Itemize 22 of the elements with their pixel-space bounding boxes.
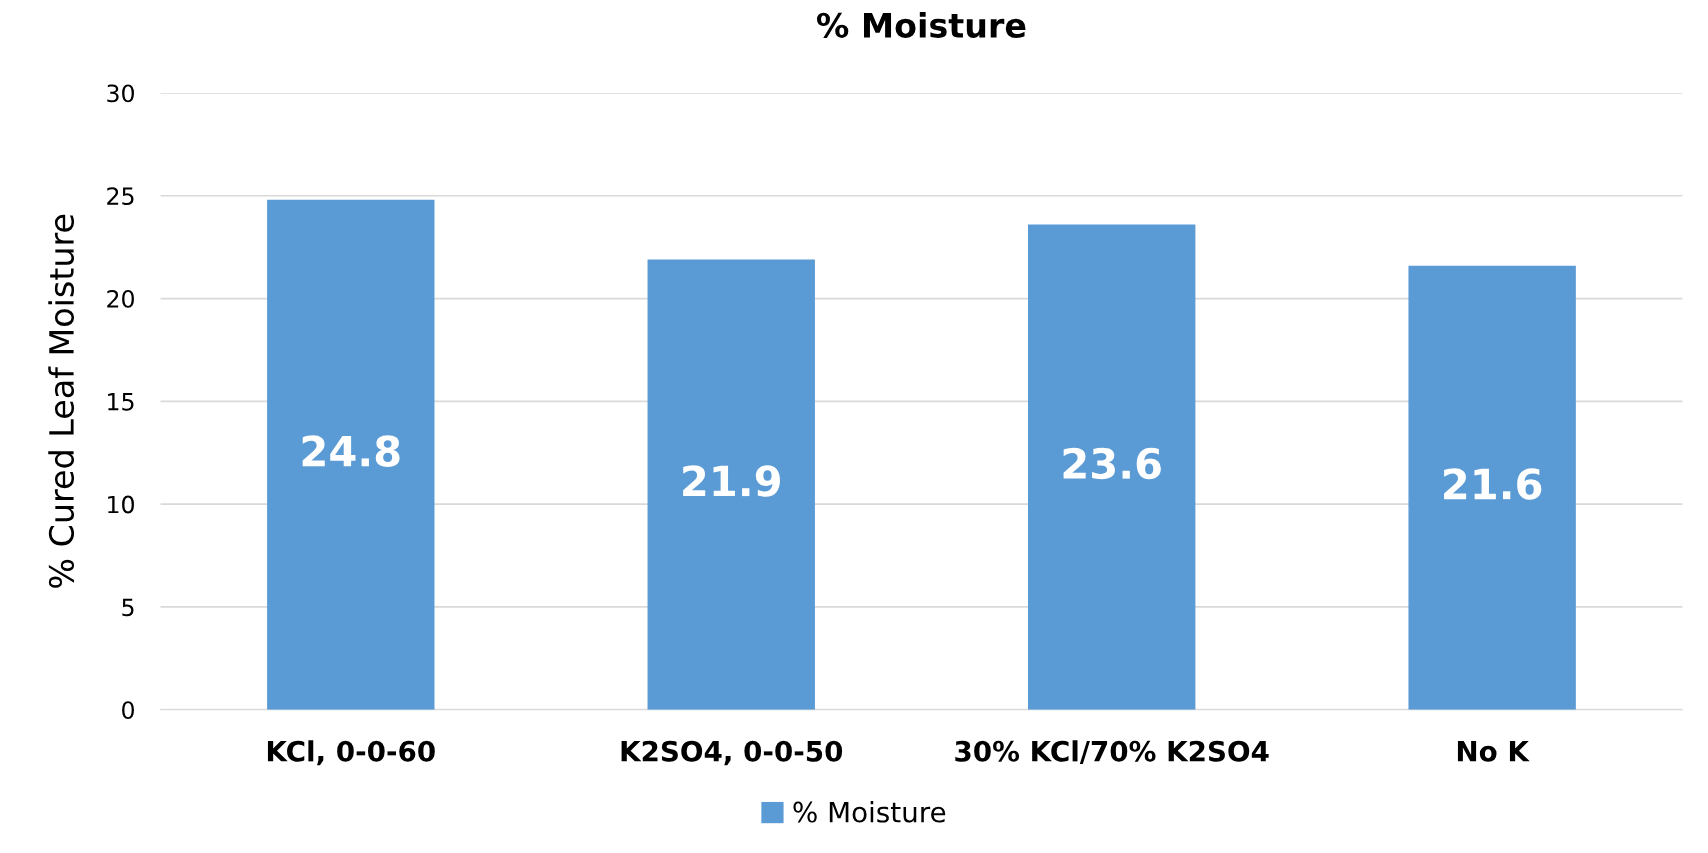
y-tick-label: 20 bbox=[107, 290, 134, 308]
x-tick-label: No K bbox=[1457, 741, 1530, 762]
y-tick-label: 15 bbox=[108, 393, 134, 411]
y-tick-label: 25 bbox=[107, 187, 134, 206]
x-tick-label: K2SO4, 0-0-50 bbox=[621, 740, 843, 766]
legend-label: % Moisture bbox=[793, 801, 946, 823]
data-label: 21.6 bbox=[1444, 468, 1542, 500]
y-tick-label: 0 bbox=[122, 701, 134, 719]
chart-title: % Moisture bbox=[817, 12, 1026, 38]
y-tick-label: 30 bbox=[107, 84, 134, 103]
bar bbox=[267, 199, 435, 710]
data-label: 23.6 bbox=[1063, 447, 1161, 480]
bar bbox=[1027, 224, 1196, 710]
y-tick-label: 10 bbox=[108, 495, 134, 514]
y-axis-title: % Cured Leaf Moisture bbox=[48, 214, 75, 588]
data-label: 24.8 bbox=[302, 435, 400, 467]
x-tick-label: KCl, 0-0-60 bbox=[267, 740, 435, 766]
data-label: 21.9 bbox=[683, 465, 780, 497]
y-tick-label: 5 bbox=[122, 598, 134, 617]
x-tick-label: 30% KCl/70% K2SO4 bbox=[955, 740, 1269, 764]
bar bbox=[1408, 265, 1576, 710]
bar bbox=[647, 259, 815, 710]
